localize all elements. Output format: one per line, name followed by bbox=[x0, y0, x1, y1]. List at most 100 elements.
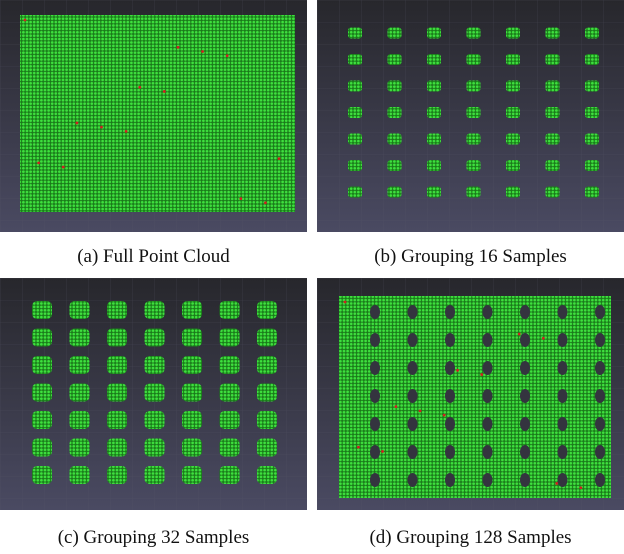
red-point bbox=[201, 50, 204, 53]
point-group bbox=[585, 134, 599, 145]
caption: (a) Full Point Cloud bbox=[0, 246, 307, 268]
point-group bbox=[257, 411, 277, 429]
point-group bbox=[388, 81, 402, 92]
point-group bbox=[348, 134, 362, 145]
panel-group32 bbox=[0, 278, 307, 510]
hole bbox=[558, 445, 568, 459]
caption: (c) Grouping 32 Samples bbox=[0, 527, 307, 549]
hole bbox=[520, 445, 530, 459]
point-group bbox=[348, 187, 362, 198]
panel-full bbox=[0, 0, 307, 232]
point-group bbox=[107, 411, 127, 429]
point-group bbox=[182, 466, 202, 484]
point-group bbox=[546, 134, 560, 145]
red-point bbox=[344, 301, 347, 304]
point-group bbox=[107, 301, 127, 319]
point-group bbox=[348, 54, 362, 65]
hole bbox=[520, 473, 530, 487]
hole bbox=[595, 305, 605, 319]
hole bbox=[408, 389, 418, 403]
point-group bbox=[467, 134, 481, 145]
hole bbox=[520, 333, 530, 347]
hole bbox=[370, 417, 380, 431]
point-group bbox=[220, 356, 240, 374]
hole bbox=[483, 417, 493, 431]
red-point bbox=[555, 482, 558, 485]
red-point bbox=[395, 405, 398, 408]
hole bbox=[370, 333, 380, 347]
panel-group16 bbox=[317, 0, 624, 232]
point-group bbox=[506, 81, 520, 92]
point-group bbox=[585, 81, 599, 92]
point-group bbox=[70, 411, 90, 429]
red-point bbox=[163, 90, 166, 93]
point-group bbox=[546, 187, 560, 198]
point-group bbox=[32, 411, 52, 429]
point-group bbox=[145, 384, 165, 402]
hole bbox=[520, 389, 530, 403]
point-group bbox=[145, 411, 165, 429]
point-group bbox=[348, 81, 362, 92]
hole bbox=[370, 305, 380, 319]
point-group bbox=[467, 187, 481, 198]
point-group bbox=[182, 356, 202, 374]
point-group bbox=[182, 439, 202, 457]
red-point bbox=[226, 54, 229, 57]
caption: (d) Grouping 128 Samples bbox=[317, 527, 624, 549]
red-point bbox=[62, 166, 65, 169]
hole bbox=[408, 445, 418, 459]
red-point bbox=[177, 46, 180, 49]
red-point bbox=[24, 19, 27, 22]
red-point bbox=[443, 414, 446, 417]
red-point bbox=[125, 130, 128, 133]
hole bbox=[558, 305, 568, 319]
red-point bbox=[419, 409, 422, 412]
point-group bbox=[107, 439, 127, 457]
point-group bbox=[388, 160, 402, 171]
hole bbox=[370, 361, 380, 375]
hole bbox=[483, 445, 493, 459]
hole bbox=[408, 361, 418, 375]
red-point bbox=[518, 333, 521, 336]
point-group bbox=[257, 329, 277, 347]
point-group bbox=[467, 160, 481, 171]
point-group bbox=[182, 411, 202, 429]
hole bbox=[595, 445, 605, 459]
hole bbox=[595, 473, 605, 487]
point-group bbox=[506, 134, 520, 145]
red-point bbox=[239, 197, 242, 200]
hole bbox=[483, 333, 493, 347]
point-group bbox=[107, 329, 127, 347]
hole bbox=[445, 417, 455, 431]
red-point bbox=[357, 446, 360, 449]
point-group bbox=[182, 301, 202, 319]
point-group bbox=[220, 466, 240, 484]
point-group bbox=[546, 160, 560, 171]
hole bbox=[408, 417, 418, 431]
point-group bbox=[427, 54, 441, 65]
red-point bbox=[76, 122, 79, 125]
point-group bbox=[467, 81, 481, 92]
hole bbox=[445, 333, 455, 347]
point-group bbox=[70, 301, 90, 319]
point-group bbox=[388, 28, 402, 39]
point-group bbox=[427, 28, 441, 39]
point-group bbox=[145, 466, 165, 484]
panel-group128 bbox=[317, 278, 624, 510]
hole bbox=[408, 333, 418, 347]
point-group bbox=[182, 384, 202, 402]
point-group bbox=[257, 356, 277, 374]
point-group bbox=[388, 54, 402, 65]
point-group bbox=[467, 54, 481, 65]
hole bbox=[595, 361, 605, 375]
point-group bbox=[220, 411, 240, 429]
hole bbox=[445, 473, 455, 487]
point-group bbox=[506, 54, 520, 65]
point-group bbox=[585, 28, 599, 39]
point-group bbox=[348, 107, 362, 118]
red-point bbox=[579, 486, 582, 489]
point-group bbox=[427, 81, 441, 92]
point-cloud bbox=[20, 15, 295, 212]
point-group bbox=[585, 160, 599, 171]
point-group bbox=[348, 160, 362, 171]
